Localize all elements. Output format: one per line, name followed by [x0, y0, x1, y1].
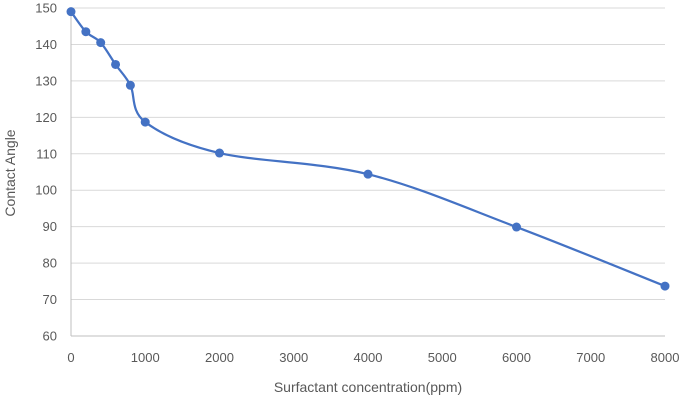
y-axis-title: Contact Angle [2, 129, 18, 216]
data-point [512, 222, 521, 232]
x-tick-label: 1000 [131, 350, 160, 365]
y-tick-label: 130 [35, 73, 57, 88]
x-tick-label: 8000 [651, 350, 680, 365]
x-tick-label: 0 [67, 350, 74, 365]
data-point [111, 59, 121, 69]
y-tick-label: 70 [43, 292, 57, 307]
y-tick-label: 140 [35, 37, 57, 52]
x-tick-label: 2000 [205, 350, 234, 365]
y-tick-label: 90 [43, 219, 57, 234]
y-tick-label: 100 [35, 183, 57, 198]
data-point [660, 281, 670, 291]
data-point [66, 7, 76, 17]
x-tick-label: 7000 [576, 350, 605, 365]
axes [70, 8, 665, 337]
data-point [81, 27, 91, 37]
y-tick-label: 60 [43, 329, 57, 344]
y-tick-label: 110 [36, 146, 57, 161]
x-axis-title: Surfactant concentration(ppm) [274, 379, 462, 395]
x-tick-labels: 0 1000 2000 3000 4000 5000 6000 7000 8000 [67, 350, 679, 365]
x-tick-label: 6000 [502, 350, 531, 365]
x-tick-label: 4000 [354, 350, 383, 365]
y-tick-label: 120 [35, 110, 57, 125]
x-tick-label: 5000 [428, 350, 457, 365]
y-tick-label: 80 [43, 256, 57, 271]
y-tick-label: 150 [35, 1, 57, 16]
data-point [125, 80, 135, 90]
gridlines [71, 7, 665, 301]
series-line [69, 10, 667, 288]
data-point [215, 148, 224, 158]
data-point [140, 117, 150, 127]
data-point [96, 38, 106, 48]
data-point [363, 169, 373, 179]
y-tick-labels: 60 70 80 90 100 110 120 130 140 150 [35, 1, 57, 344]
x-tick-label: 3000 [279, 350, 308, 365]
data-series [66, 7, 670, 291]
